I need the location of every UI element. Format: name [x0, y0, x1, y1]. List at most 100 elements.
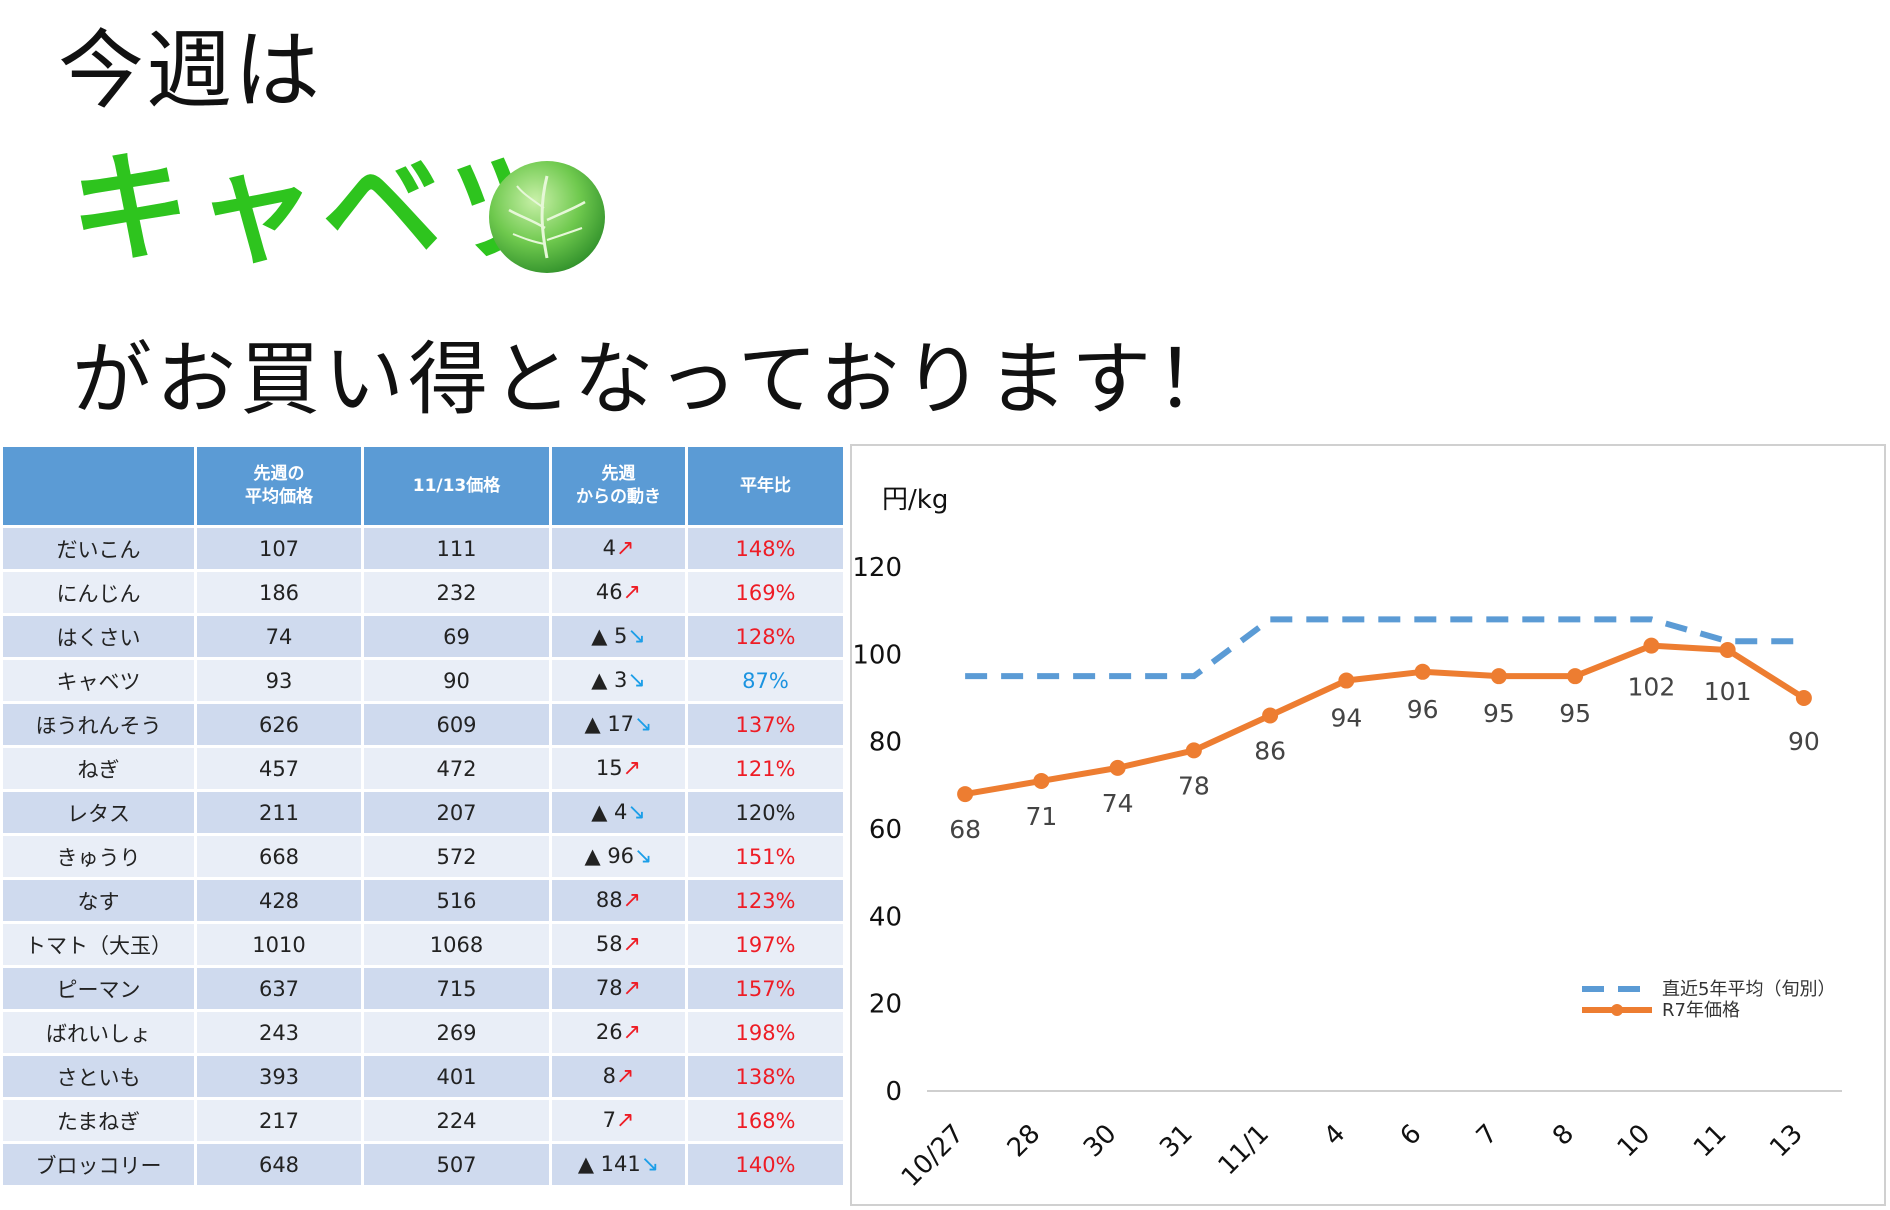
- x-tick-label: 13: [1764, 1119, 1809, 1164]
- today-price: 224: [361, 1097, 552, 1144]
- x-tick-label: 11: [1688, 1119, 1733, 1164]
- ratio-to-normal: 120%: [685, 789, 846, 836]
- data-point: [1262, 707, 1279, 724]
- last-week-price: 93: [194, 657, 364, 704]
- change-value: ▲ 96: [584, 844, 635, 868]
- header-today-price: 11/13価格: [361, 444, 552, 528]
- y-tick-label: 100: [852, 640, 902, 670]
- table-row: トマト（大玉） 1010 1068 58↗ 197%: [0, 921, 846, 968]
- item-name: ばれいしょ: [0, 1009, 197, 1056]
- change-value: 58: [595, 932, 623, 956]
- arrow-down-icon: ↘: [627, 800, 646, 825]
- table-row: だいこん 107 111 4↗ 148%: [0, 525, 846, 572]
- header-ratio: 平年比: [685, 444, 846, 528]
- y-tick-label: 0: [885, 1077, 902, 1107]
- change-value: ▲ 141: [577, 1152, 641, 1176]
- ratio-to-normal: 87%: [685, 657, 846, 704]
- ratio-to-normal: 137%: [685, 701, 846, 748]
- table-row: たまねぎ 217 224 7↗ 168%: [0, 1097, 846, 1144]
- header-item: [0, 444, 197, 528]
- y-tick-label: 120: [852, 553, 902, 583]
- arrow-down-icon: ↘: [634, 844, 653, 869]
- last-week-price: 668: [194, 833, 364, 880]
- arrow-up-icon: ↗: [615, 536, 635, 561]
- item-name: トマト（大玉）: [0, 921, 197, 968]
- last-week-price: 186: [194, 569, 364, 616]
- price-change: 88↗: [549, 877, 688, 924]
- data-label: 74: [1102, 789, 1134, 818]
- change-value: 15: [595, 756, 623, 780]
- data-label: 101: [1704, 677, 1752, 706]
- header-last-week-avg: 先週の 平均価格: [194, 444, 364, 528]
- headline-featured-item: キャベツ: [70, 140, 574, 279]
- data-point: [1719, 641, 1736, 658]
- arrow-down-icon: ↘: [634, 712, 653, 737]
- table-row: きゅうり 668 572 ▲ 96↘ 151%: [0, 833, 846, 880]
- ratio-to-normal: 128%: [685, 613, 846, 660]
- last-week-price: 428: [194, 877, 364, 924]
- data-label: 90: [1788, 727, 1820, 756]
- data-point: [1033, 772, 1050, 789]
- ratio-to-normal: 169%: [685, 569, 846, 616]
- item-name: キャベツ: [0, 657, 197, 704]
- price-change: 26↗: [549, 1009, 688, 1056]
- item-name: ピーマン: [0, 965, 197, 1012]
- last-week-price: 74: [194, 613, 364, 660]
- y-tick-label: 20: [869, 990, 902, 1020]
- series-line-average: [965, 616, 1804, 680]
- y-tick-label: 60: [869, 815, 902, 845]
- today-price: 507: [361, 1141, 552, 1188]
- price-change: 15↗: [549, 745, 688, 792]
- arrow-up-icon: ↗: [622, 932, 642, 957]
- arrow-down-icon: ↘: [627, 624, 646, 649]
- change-value: ▲ 4: [591, 800, 628, 824]
- table-header-row: 先週の 平均価格 11/13価格 先週 からの動き 平年比: [0, 444, 846, 528]
- ratio-to-normal: 148%: [685, 525, 846, 572]
- table-row: ほうれんそう 626 609 ▲ 17↘ 137%: [0, 701, 846, 748]
- data-point: [1414, 663, 1431, 680]
- change-value: 4: [602, 536, 616, 560]
- x-tick-label: 4: [1318, 1119, 1351, 1152]
- data-label: 95: [1559, 699, 1591, 728]
- table-row: キャベツ 93 90 ▲ 3↘ 87%: [0, 657, 846, 704]
- data-label: 68: [949, 815, 981, 844]
- x-tick-label: 8: [1547, 1119, 1580, 1152]
- price-table-container: 先週の 平均価格 11/13価格 先週 からの動き 平年比 だいこん 107 111 4↗…: [0, 444, 846, 1188]
- item-name: さといも: [0, 1053, 197, 1100]
- headline-this-week: 今週は: [58, 21, 322, 121]
- change-value: ▲ 17: [584, 712, 635, 736]
- last-week-price: 243: [194, 1009, 364, 1056]
- price-change: ▲ 96↘: [549, 833, 688, 880]
- price-change: ▲ 17↘: [549, 701, 688, 748]
- header-change: 先週 からの動き: [549, 444, 688, 528]
- data-point: [1795, 690, 1812, 706]
- today-price: 472: [361, 745, 552, 792]
- today-price: 69: [361, 613, 552, 660]
- data-point: [1185, 742, 1202, 759]
- item-name: ブロッコリー: [0, 1141, 197, 1188]
- price-change: 78↗: [549, 965, 688, 1012]
- table-row: ばれいしょ 243 269 26↗ 198%: [0, 1009, 846, 1056]
- table-row: なす 428 516 88↗ 123%: [0, 877, 846, 924]
- x-tick-label: 30: [1078, 1119, 1123, 1164]
- price-chart: 円/kg 0 20 40 60 80 100 120 10/27 28 30 31 11/1 4 6 7 8 10…: [850, 444, 1886, 1206]
- ratio-to-normal: 123%: [685, 877, 846, 924]
- x-tick-label: 28: [1002, 1119, 1047, 1164]
- x-tick-label: 10/27: [896, 1119, 970, 1193]
- legend-marker-price: [1611, 1004, 1623, 1016]
- data-point: [1338, 672, 1355, 689]
- price-change: ▲ 141↘: [549, 1141, 688, 1188]
- data-point: [1567, 668, 1584, 685]
- table-row: ブロッコリー 648 507 ▲ 141↘ 140%: [0, 1141, 846, 1188]
- x-tick-label: 10: [1612, 1119, 1657, 1164]
- item-name: たまねぎ: [0, 1097, 197, 1144]
- today-price: 1068: [361, 921, 552, 968]
- price-change: 4↗: [549, 525, 688, 572]
- cabbage-icon: [489, 161, 605, 273]
- ratio-to-normal: 168%: [685, 1097, 846, 1144]
- price-change: 7↗: [549, 1097, 688, 1144]
- legend-label-average: 直近5年平均（旬別）: [1662, 979, 1835, 1000]
- table-body: だいこん 107 111 4↗ 148% にんじん 186 232 46↗ 169% はくさい 74 6…: [0, 525, 846, 1188]
- today-price: 516: [361, 877, 552, 924]
- price-change: 8↗: [549, 1053, 688, 1100]
